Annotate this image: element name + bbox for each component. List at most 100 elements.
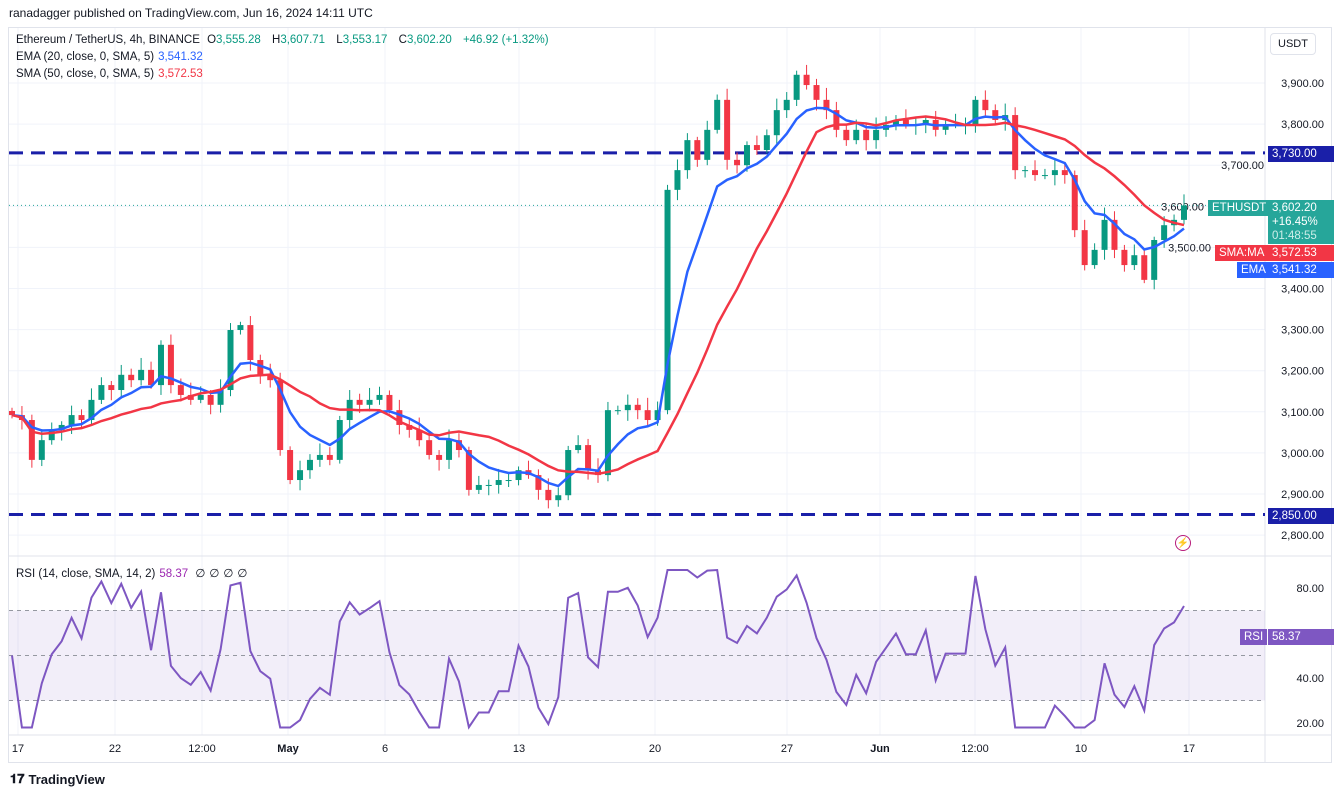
candle xyxy=(753,135,760,155)
candle xyxy=(1181,194,1187,225)
candle-body xyxy=(207,394,214,405)
rsi-tick-label: 40.00 xyxy=(1296,673,1324,685)
low-label: L xyxy=(336,34,343,46)
candle xyxy=(38,429,45,467)
candle xyxy=(803,64,810,90)
candle-body xyxy=(1032,170,1039,176)
candle-body xyxy=(853,129,860,141)
candle-body xyxy=(515,470,522,481)
time-tick-label: 17 xyxy=(12,743,24,755)
candle xyxy=(674,159,681,201)
candle-body xyxy=(495,480,502,485)
candle xyxy=(446,429,453,469)
candle-body xyxy=(1061,170,1068,176)
candle xyxy=(88,388,95,426)
candle xyxy=(306,454,313,479)
candle xyxy=(396,399,403,435)
candle-body xyxy=(604,410,611,476)
time-tick-label: 17 xyxy=(1183,743,1195,755)
candle-body xyxy=(485,484,492,486)
candle-body xyxy=(406,424,413,430)
candle xyxy=(763,129,770,154)
candle-body xyxy=(624,404,631,411)
chart-frame xyxy=(8,27,1332,763)
candle-body xyxy=(38,440,45,460)
low-value: 3,553.17 xyxy=(342,34,388,46)
candle xyxy=(128,368,135,388)
rsi-extra: ∅ xyxy=(223,568,234,580)
rsi-extra: ∅ xyxy=(209,568,220,580)
bar-countdown: 01:48:55 xyxy=(1272,230,1317,242)
candle xyxy=(892,115,899,131)
candle xyxy=(148,361,155,389)
time-tick-label: 12:00 xyxy=(188,743,216,755)
sma-legend[interactable]: SMA (50, close, 0, SMA, 5) 3,572.53 xyxy=(16,68,207,80)
candle xyxy=(9,407,15,419)
candle xyxy=(326,447,333,466)
candle xyxy=(257,354,264,384)
candle-body xyxy=(684,140,691,171)
candle xyxy=(108,380,115,401)
candle xyxy=(833,101,840,138)
tradingview-logo-icon: 𝟏𝟕 xyxy=(10,771,25,786)
candle xyxy=(634,398,641,420)
alert-icon[interactable]: ⚡ xyxy=(1175,535,1191,551)
candle xyxy=(1091,243,1098,269)
time-tick-label: 10 xyxy=(1075,743,1087,755)
candle xyxy=(704,120,711,166)
candle-body xyxy=(426,440,433,455)
candle-body xyxy=(575,445,582,451)
candle-body xyxy=(356,399,363,405)
candle xyxy=(138,357,145,386)
candle-body xyxy=(68,415,75,425)
candle xyxy=(386,390,393,414)
candle xyxy=(932,110,939,137)
candle-body xyxy=(1041,175,1048,177)
symbol-tag: ETHUSDT xyxy=(1208,200,1271,216)
price-tick-label: 2,800.00 xyxy=(1281,530,1324,542)
candle-body xyxy=(793,74,800,100)
candle-body xyxy=(475,484,482,490)
rsi-tick-label: 20.00 xyxy=(1296,718,1324,730)
candle-body xyxy=(177,385,184,395)
candle-body xyxy=(58,424,65,430)
candle xyxy=(813,78,820,111)
footer-logo[interactable]: 𝟏𝟕 TradingView xyxy=(10,771,105,787)
sma-name-tag: SMA:MA xyxy=(1215,245,1269,261)
candle-body xyxy=(148,369,155,386)
candle-body xyxy=(724,99,731,160)
candle xyxy=(287,446,294,485)
candle-body xyxy=(267,374,274,381)
price-tick-label: 3,100.00 xyxy=(1281,407,1324,419)
candle xyxy=(376,386,383,405)
ema-legend[interactable]: EMA (20, close, 0, SMA, 5) 3,541.32 xyxy=(16,51,207,63)
price-tick-label: 3,500.00 xyxy=(1168,242,1211,254)
candle xyxy=(118,364,125,399)
ema-line xyxy=(11,106,1185,488)
sma-label: SMA (50, close, 0, SMA, 5) xyxy=(16,68,155,80)
candle xyxy=(1041,168,1048,180)
candle-body xyxy=(614,410,621,412)
candle-body xyxy=(1131,255,1138,266)
currency-button[interactable]: USDT xyxy=(1270,33,1316,55)
candle-body xyxy=(386,394,393,411)
candle-body xyxy=(585,445,592,471)
candle xyxy=(217,379,224,413)
candle xyxy=(1022,166,1029,178)
candle xyxy=(823,87,830,120)
rsi-legend[interactable]: RSI (14, close, SMA, 14, 2) 58.37 ∅ ∅ ∅ ∅ xyxy=(16,566,251,580)
candle-body xyxy=(734,159,741,166)
close-label: C xyxy=(398,34,407,46)
time-tick-label: May xyxy=(277,743,299,755)
candle xyxy=(565,445,572,501)
candle-body xyxy=(694,140,701,160)
candle xyxy=(515,466,522,486)
price-tick-label: 3,400.00 xyxy=(1281,284,1324,296)
level-high-tag: 3,730.00 xyxy=(1268,146,1334,162)
candle-body xyxy=(892,119,899,125)
candle xyxy=(277,372,284,456)
candle-body xyxy=(78,415,85,421)
candle xyxy=(644,397,651,428)
candle xyxy=(793,70,800,107)
